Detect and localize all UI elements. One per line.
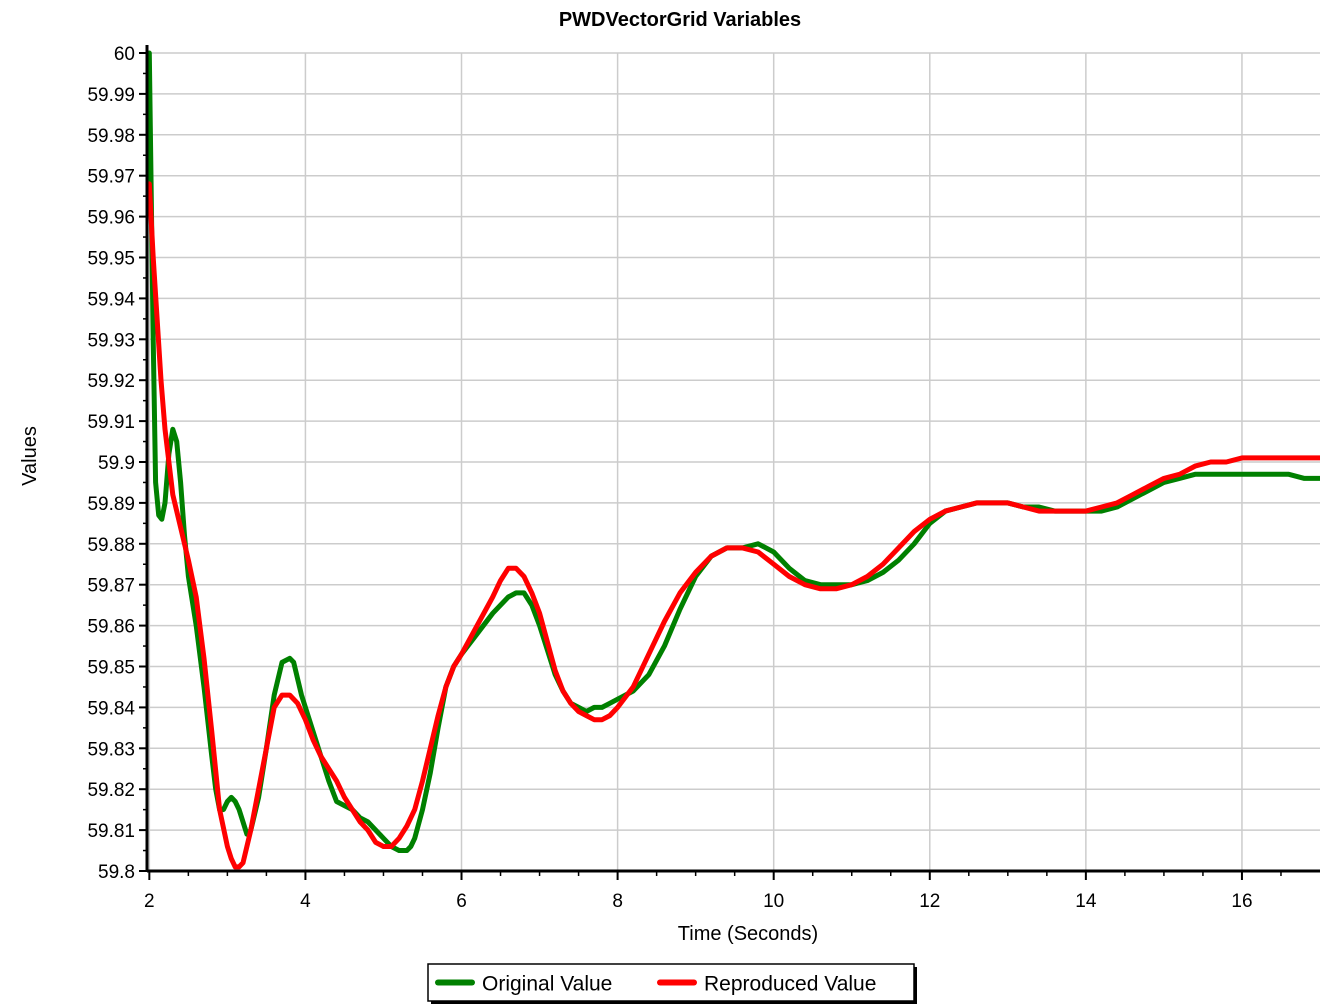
y-tick-label: 59.98 xyxy=(87,126,135,147)
y-tick-label: 59.94 xyxy=(87,289,135,310)
y-tick-label: 59.88 xyxy=(87,535,135,556)
y-tick-label: 59.85 xyxy=(87,658,135,679)
x-tick-label: 12 xyxy=(919,891,940,912)
series-layer xyxy=(147,50,1320,870)
legend-entry-label: Reproduced Value xyxy=(704,973,876,996)
y-tick-label: 59.83 xyxy=(87,739,135,760)
x-tick-label: 10 xyxy=(763,891,784,912)
x-axis-label: Time (Seconds) xyxy=(678,923,818,945)
y-tick-label: 59.97 xyxy=(87,167,135,188)
y-tick-label: 59.87 xyxy=(87,576,135,597)
x-tick-label: 16 xyxy=(1231,891,1252,912)
grid-lines xyxy=(147,52,1320,872)
axes xyxy=(145,45,1320,873)
y-tick-label: 59.92 xyxy=(87,371,135,392)
y-tick-label: 59.99 xyxy=(87,85,135,106)
y-tick-label: 59.86 xyxy=(87,617,135,638)
legend[interactable]: Original Value Reproduced Value xyxy=(427,963,917,1004)
series-line-original-value xyxy=(147,50,1320,853)
y-tick-label: 59.96 xyxy=(87,208,135,229)
chart-title: PWDVectorGrid Variables xyxy=(559,9,801,31)
y-axis-label: Values xyxy=(19,426,41,486)
x-tick-label: 2 xyxy=(144,891,155,912)
y-axis-ticks: 59.8 59.81 59.82 59.83 59.84 59.85 59.86 59.87 5… xyxy=(87,44,147,883)
x-tick-label: 4 xyxy=(300,891,311,912)
y-tick-label: 59.81 xyxy=(87,821,135,842)
y-tick-label: 60 xyxy=(114,44,135,65)
x-axis-ticks: 2 4 6 8 10 12 14 16 xyxy=(144,871,1282,912)
y-tick-label: 59.82 xyxy=(87,780,135,801)
y-tick-label: 59.9 xyxy=(98,453,135,474)
y-tick-label: 59.93 xyxy=(87,330,135,351)
y-tick-label: 59.95 xyxy=(87,249,135,270)
x-tick-label: 14 xyxy=(1075,891,1097,912)
legend-entry-label: Original Value xyxy=(482,973,612,996)
x-tick-label: 8 xyxy=(612,891,623,912)
y-tick-label: 59.91 xyxy=(87,412,135,433)
y-tick-label: 59.84 xyxy=(87,698,135,719)
series-line-reproduced-value xyxy=(147,181,1320,870)
y-tick-label: 59.8 xyxy=(98,862,135,883)
x-tick-label: 6 xyxy=(456,891,467,912)
y-tick-label: 59.89 xyxy=(87,494,135,515)
